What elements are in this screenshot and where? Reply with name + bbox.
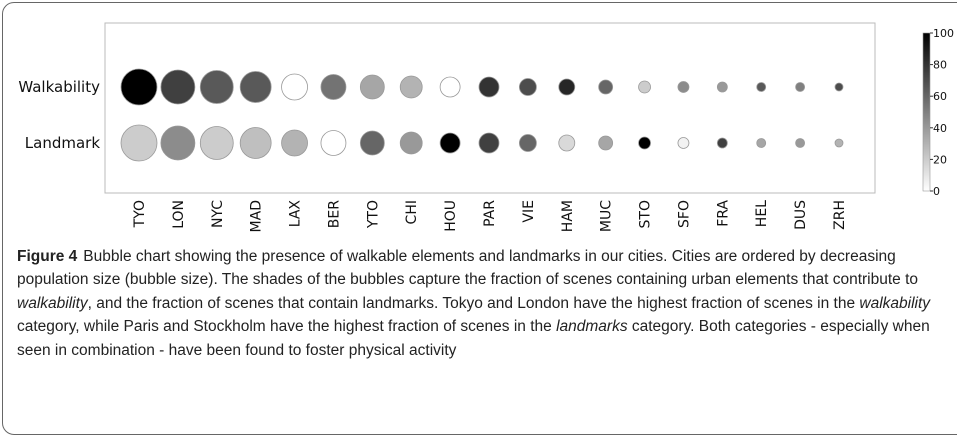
x-tick-label: LAX <box>288 200 304 228</box>
colorbar-tick-label: 80 <box>933 59 947 72</box>
colorbar-tick-label: 40 <box>933 122 947 135</box>
bubble <box>120 68 158 106</box>
bubble <box>834 82 844 92</box>
bubble <box>518 134 537 152</box>
x-tick-label: LON <box>171 200 187 229</box>
bubble <box>795 82 806 92</box>
bubble <box>281 129 308 157</box>
bubble <box>598 135 614 151</box>
bubble <box>439 76 461 98</box>
bubble <box>320 74 347 100</box>
bubble <box>638 80 651 94</box>
bubble <box>199 126 234 160</box>
caption-text: category, while Paris and Stockholm have… <box>17 318 557 336</box>
bubble <box>160 69 196 105</box>
colorbar <box>922 32 931 192</box>
bubble <box>834 138 844 148</box>
bubble <box>359 74 385 100</box>
caption-emphasis: walkability <box>17 294 88 312</box>
x-tick-label: DUS <box>793 200 809 230</box>
bubble <box>320 130 347 156</box>
bubble <box>677 137 690 149</box>
caption-emphasis: walkability <box>859 294 931 312</box>
x-tick-label: FRA <box>715 200 731 227</box>
bubble <box>359 130 385 156</box>
caption: Figure 4 Bubble chart showing the presenc… <box>17 245 947 362</box>
bubble <box>199 70 234 104</box>
x-tick-label: MAD <box>249 200 265 232</box>
bubble <box>558 134 576 152</box>
bubble <box>558 78 576 96</box>
caption-text: Bubble chart showing the presence of wal… <box>17 248 919 289</box>
bubble <box>638 136 651 150</box>
caption-text: category. Both categories - especially w… <box>17 318 930 359</box>
bubble <box>239 127 272 159</box>
bubble <box>478 76 500 98</box>
x-tick-label: NYC <box>210 200 226 228</box>
x-tick-label: YTO <box>365 200 381 229</box>
bubble <box>239 71 272 103</box>
bubble <box>439 132 461 154</box>
x-tick-label: VIE <box>521 200 537 223</box>
colorbar-tick-label: 20 <box>933 153 947 166</box>
row-label: Landmark <box>25 134 101 152</box>
x-tick-label: CHI <box>404 200 420 224</box>
x-tick-label: HOU <box>443 200 459 232</box>
bubble <box>756 82 767 92</box>
colorbar-tick-label: 60 <box>933 90 947 103</box>
bubble <box>120 124 158 162</box>
x-tick-label: MUC <box>599 200 615 232</box>
x-tick-label: HAM <box>560 200 576 232</box>
bubble <box>598 79 614 95</box>
plot-area <box>104 22 876 194</box>
bubble <box>716 137 728 149</box>
bubble <box>677 81 690 93</box>
chart: Walkability Landmark TYO LON NYC MAD LAX BER YTO… <box>18 22 954 232</box>
x-tick-label: SFO <box>676 200 692 228</box>
caption-emphasis: landmarks <box>556 318 628 336</box>
bubble <box>518 78 537 96</box>
bubble <box>478 132 500 154</box>
caption-label: Figure 4 <box>17 248 78 265</box>
row-label: Walkability <box>18 78 100 96</box>
x-tick-label: PAR <box>482 200 498 227</box>
x-tick-label: HEL <box>754 200 770 227</box>
bubble <box>399 131 423 155</box>
bubble <box>716 81 728 93</box>
bubble <box>399 75 423 99</box>
x-tick-label: STO <box>638 200 654 228</box>
x-tick-label: ZRH <box>832 200 848 230</box>
bubble <box>160 125 196 161</box>
bubble <box>756 138 767 148</box>
bubble <box>281 73 308 101</box>
colorbar-tick-label: 100 <box>933 27 954 40</box>
colorbar-tick-label: 0 <box>933 185 940 198</box>
caption-text: , and the fraction of scenes that contai… <box>87 294 860 312</box>
x-tick-label: BER <box>326 200 342 228</box>
x-tick-label: TYO <box>132 200 148 228</box>
bubble <box>795 138 806 148</box>
